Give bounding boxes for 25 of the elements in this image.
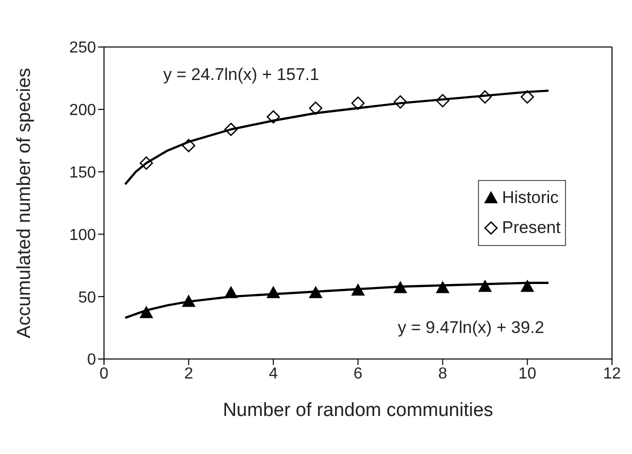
- line-series: [124, 90, 550, 186]
- x-tick-label: 0: [100, 365, 109, 382]
- y-tick-label: 0: [87, 352, 96, 369]
- point: [478, 280, 492, 292]
- x-axis-title: Number of random communities: [222, 400, 494, 421]
- x-tick-label: 12: [603, 365, 621, 382]
- legend-label: Historic: [501, 187, 560, 209]
- x-tick-label: 8: [438, 365, 448, 382]
- legend-label: Present: [501, 217, 561, 239]
- y-axis-title: Accumulated number of species: [14, 68, 35, 338]
- y-tick-label: 250: [69, 40, 96, 57]
- y-tick-label: 150: [69, 164, 96, 182]
- x-tick-label: 4: [268, 365, 278, 382]
- point: [520, 90, 534, 104]
- x-tick-label: 10: [518, 365, 536, 382]
- x-tick-label: 2: [184, 365, 194, 382]
- point: [351, 96, 365, 110]
- y-tick-label: 50: [78, 289, 96, 306]
- point: [520, 280, 534, 292]
- x-tick-label: 6: [354, 365, 363, 382]
- y-tick-label: 100: [69, 226, 96, 244]
- annotation: y = 9.47ln(x) + 39.2: [398, 318, 544, 337]
- y-tick-label: 200: [69, 102, 96, 120]
- annotation: y = 24.7ln(x) + 157.1: [163, 65, 320, 84]
- point: [309, 102, 322, 115]
